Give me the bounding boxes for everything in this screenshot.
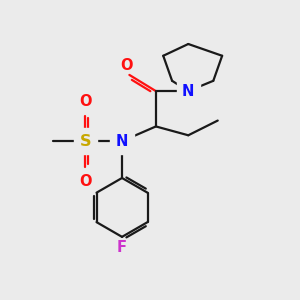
Text: O: O	[79, 94, 92, 109]
Text: N: N	[182, 84, 194, 99]
Text: F: F	[117, 240, 127, 255]
Text: O: O	[120, 58, 133, 74]
Text: N: N	[116, 134, 128, 149]
Text: S: S	[80, 134, 91, 149]
Text: O: O	[79, 174, 92, 189]
